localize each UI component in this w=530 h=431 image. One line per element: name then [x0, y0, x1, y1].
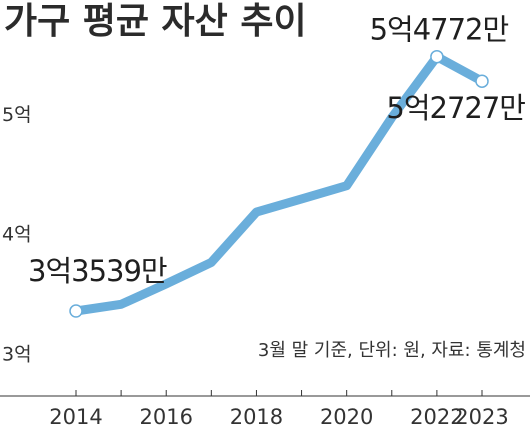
data-label: 5억4772만	[370, 13, 509, 47]
data-label: 3억3539만	[28, 254, 167, 288]
data-label: 5억2727만	[386, 91, 525, 125]
y-tick-label: 4억	[2, 224, 32, 246]
highlighted-data-point	[430, 49, 444, 64]
data-labels: 3억3539만 5억4772만 5억2727만	[28, 13, 526, 288]
x-tick-label: 2023	[455, 405, 508, 429]
series-line	[71, 52, 487, 316]
source-note: 3월 말 기준, 단위: 원, 자료: 통계청	[258, 340, 526, 361]
y-axis-tick-labels: 3억 4억 5억	[2, 104, 32, 366]
x-tick-label: 2022	[410, 405, 463, 429]
highlighted-data-point	[475, 74, 489, 88]
chart-title: 가구 평균 자산 추이	[4, 1, 307, 42]
x-tick-label: 2014	[49, 405, 102, 429]
x-tick-label: 2020	[320, 405, 373, 429]
highlighted-data-point	[69, 304, 83, 318]
series-layer	[69, 49, 489, 318]
x-tick-label: 2018	[230, 405, 283, 429]
y-tick-label: 5억	[2, 104, 32, 126]
y-tick-label: 3억	[2, 343, 32, 365]
x-tick-label: 2016	[139, 405, 192, 429]
